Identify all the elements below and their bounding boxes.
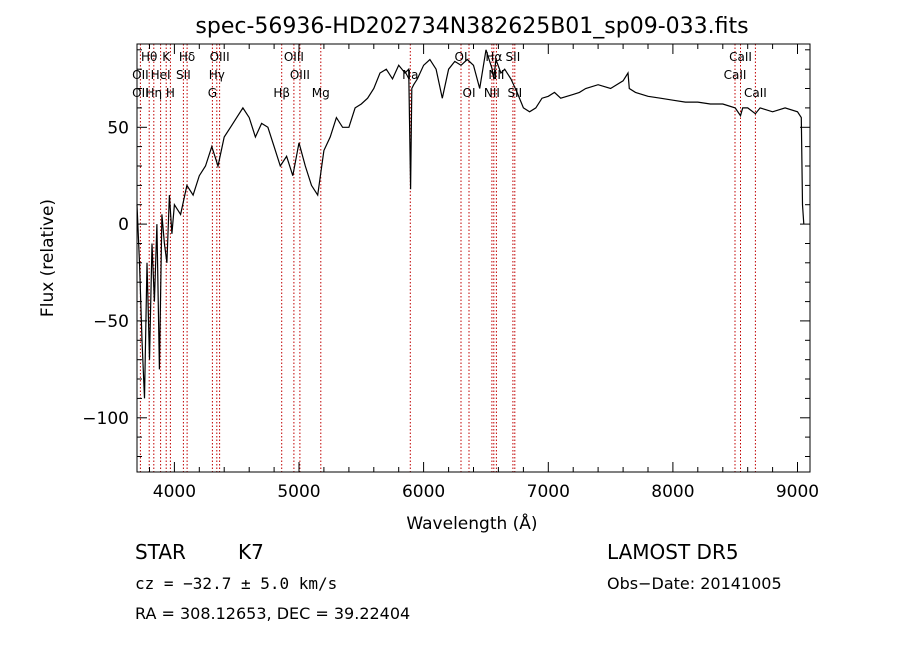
- x-axis-ticks: 4000 5000 6000 7000 8000 9000: [149, 44, 819, 502]
- line-label: Hγ: [209, 68, 225, 82]
- coordinates: RA = 308.12653, DEC = 39.22404: [135, 604, 411, 623]
- line-label: HeI: [151, 68, 171, 82]
- emission-line-markers: [139, 44, 756, 472]
- line-label: CaII: [724, 68, 747, 82]
- line-label: SII: [506, 50, 521, 64]
- line-label: Mg: [312, 86, 330, 100]
- object-class: STAR: [135, 540, 186, 564]
- line-label: Hβ: [273, 86, 290, 100]
- object-subclass: K7: [238, 540, 264, 564]
- line-label: G: [208, 86, 217, 100]
- x-tick-label: 7000: [527, 482, 570, 502]
- line-label: NII: [488, 68, 504, 82]
- x-tick-label: 9000: [776, 482, 819, 502]
- line-label: H: [166, 86, 175, 100]
- y-tick-label: −50: [93, 312, 129, 332]
- survey-name: LAMOST DR5: [607, 540, 739, 564]
- line-label: K: [162, 50, 171, 64]
- line-label: CaII: [744, 86, 767, 100]
- plot-frame: [136, 43, 811, 473]
- line-label: OIII: [210, 50, 230, 64]
- spectrum-line: [136, 49, 805, 399]
- x-tick-label: 4000: [153, 482, 196, 502]
- x-axis-label: Wavelength (Å): [406, 512, 537, 534]
- redshift-text: cz = −32.7 ± 5.0 km/s: [135, 574, 338, 593]
- y-tick-label: 0: [118, 215, 129, 235]
- line-label: Hη: [145, 86, 162, 100]
- line-label: Na: [402, 68, 418, 82]
- chart-title: spec-56936-HD202734N382625B01_sp09-033.f…: [195, 14, 748, 39]
- line-label: OI: [455, 50, 468, 64]
- x-tick-label: 5000: [277, 482, 320, 502]
- line-label: OII: [132, 86, 149, 100]
- line-label: Hδ: [179, 50, 195, 64]
- y-tick-label: 50: [107, 118, 129, 138]
- line-label: OIII: [290, 68, 310, 82]
- line-label: SII: [176, 68, 191, 82]
- x-tick-label: 6000: [402, 482, 445, 502]
- spectrum-chart: spec-56936-HD202734N382625B01_sp09-033.f…: [38, 14, 819, 534]
- line-label: OII: [132, 68, 149, 82]
- x-tick-label: 8000: [651, 482, 694, 502]
- y-axis-label: Flux (relative): [38, 199, 58, 317]
- line-label: CaII: [729, 50, 752, 64]
- line-label: Hθ: [141, 50, 157, 64]
- observation-date: Obs−Date: 20141005: [607, 574, 782, 593]
- y-axis-ticks: −100 −50 0 50: [82, 49, 810, 457]
- y-tick-label: −100: [82, 409, 129, 429]
- line-label: OIII: [284, 50, 304, 64]
- line-label: OI: [463, 86, 476, 100]
- line-label: NII: [484, 86, 500, 100]
